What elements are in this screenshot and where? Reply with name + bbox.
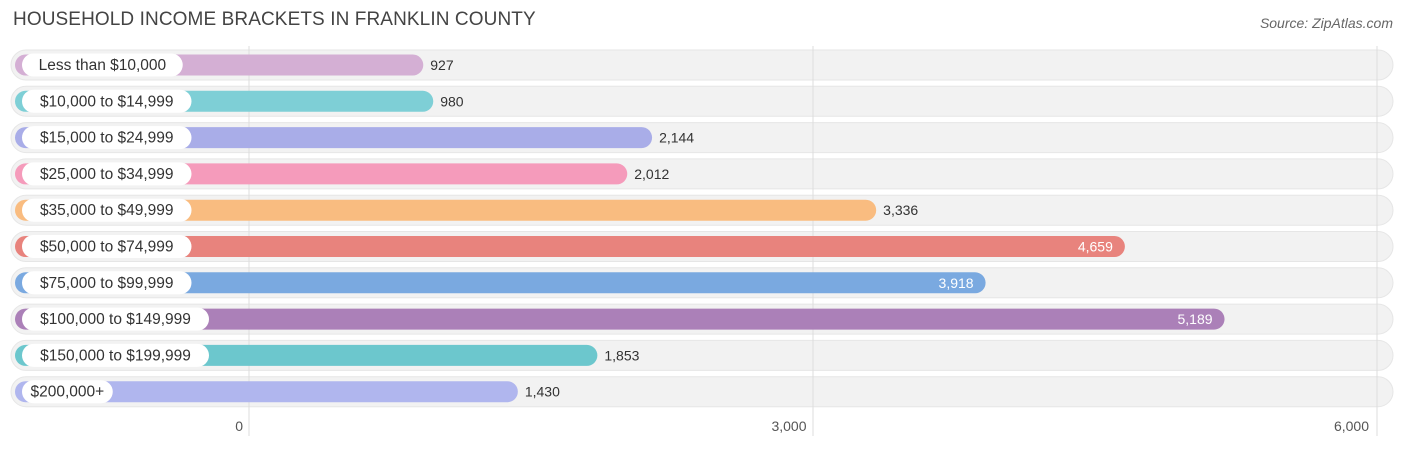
bar xyxy=(15,199,877,221)
category-label: Less than $10,000 xyxy=(39,57,167,74)
category-pill xyxy=(22,53,183,77)
category-label: $50,000 to $74,999 xyxy=(40,239,174,256)
category-label: $150,000 to $199,999 xyxy=(40,347,191,364)
category-pill xyxy=(22,198,192,222)
value-label: 2,144 xyxy=(659,130,694,146)
category-label: $200,000+ xyxy=(31,384,105,401)
value-label: 4,659 xyxy=(1078,239,1113,255)
category-label: $15,000 to $24,999 xyxy=(40,130,174,147)
bar xyxy=(15,272,986,294)
category-label: $35,000 to $49,999 xyxy=(40,202,174,219)
value-label: 5,189 xyxy=(1177,311,1212,327)
category-pill xyxy=(22,271,192,295)
bar xyxy=(15,381,518,403)
bar xyxy=(15,236,1125,257)
category-label: $25,000 to $34,999 xyxy=(40,166,174,183)
x-tick-label: 0 xyxy=(235,418,243,434)
x-tick-label: 3,000 xyxy=(771,418,806,434)
category-pill xyxy=(22,343,209,367)
value-label: 3,336 xyxy=(883,202,918,218)
value-label: 1,430 xyxy=(525,384,560,400)
chart-title: HOUSEHOLD INCOME BRACKETS IN FRANKLIN CO… xyxy=(13,9,536,30)
value-label: 980 xyxy=(440,93,464,109)
category-pill xyxy=(22,307,209,331)
value-label: 1,853 xyxy=(604,347,639,363)
value-label: 2,012 xyxy=(634,166,669,182)
source-note: Source: ZipAtlas.com xyxy=(1259,15,1393,31)
x-tick-label: 6,000 xyxy=(1334,418,1369,434)
value-label: 927 xyxy=(430,57,454,73)
category-pill xyxy=(22,89,192,113)
category-pill xyxy=(22,235,192,258)
category-label: $75,000 to $99,999 xyxy=(40,275,174,292)
category-pill xyxy=(22,380,113,404)
category-pill xyxy=(22,126,192,150)
category-pill xyxy=(22,162,192,186)
category-label: $100,000 to $149,999 xyxy=(40,311,191,328)
category-label: $10,000 to $14,999 xyxy=(40,93,174,110)
bar xyxy=(15,308,1225,330)
value-label: 3,918 xyxy=(939,275,974,291)
